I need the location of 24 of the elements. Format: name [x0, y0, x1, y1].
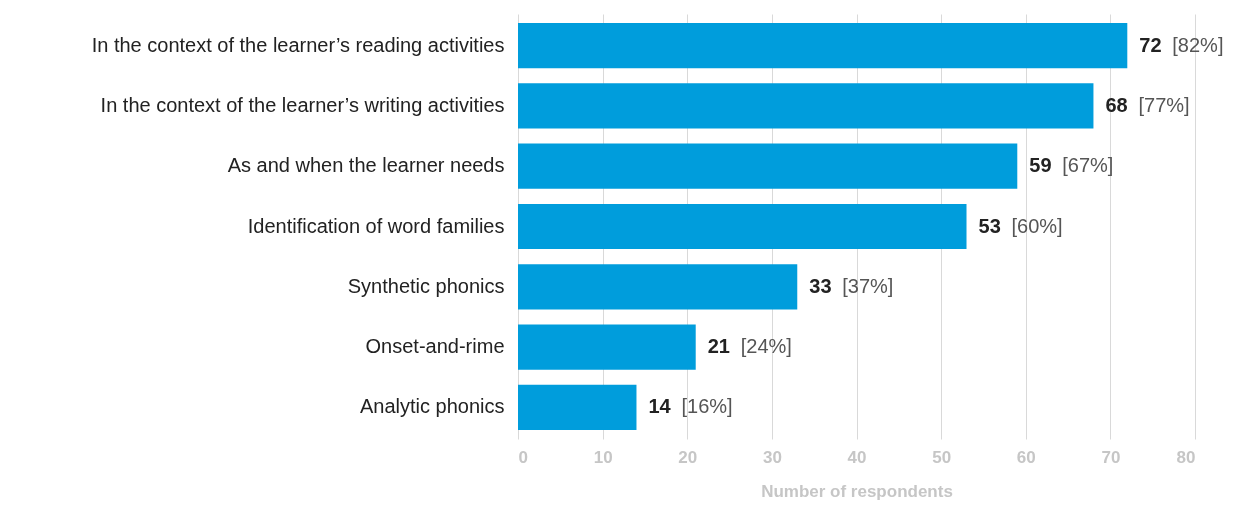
x-axis-title: Number of respondents — [761, 481, 953, 501]
data-label: 68 [77%] — [1105, 93, 1190, 116]
data-label: 14 [16%] — [648, 395, 733, 418]
data-label: 21 [24%] — [707, 335, 792, 358]
x-tick-label: 80 — [1176, 447, 1196, 467]
data-label: 33 [37%] — [809, 274, 894, 297]
y-tick-label: In the context of the learner’s writing activities — [100, 93, 505, 116]
x-tick-label: 40 — [847, 447, 867, 467]
y-tick-label: Onset-and-rime — [365, 335, 505, 358]
data-label: 53 [60%] — [978, 214, 1063, 237]
x-tick-label: 20 — [678, 447, 698, 467]
y-tick-label: Synthetic phonics — [347, 274, 505, 297]
y-tick-label: As and when the learner needs — [227, 154, 505, 177]
x-tick-label: 30 — [762, 447, 782, 467]
x-tick-label: 10 — [593, 447, 613, 467]
data-label: 72 [82%] — [1139, 33, 1224, 56]
y-tick-label: In the context of the learner’s reading activities — [91, 33, 505, 56]
x-tick-label: 50 — [932, 447, 952, 467]
y-tick-label: Analytic phonics — [359, 395, 505, 418]
x-tick-label: 70 — [1101, 447, 1121, 467]
x-tick-label: 0 — [518, 447, 528, 467]
y-tick-label: Identification of word families — [247, 214, 505, 237]
x-tick-label: 60 — [1016, 447, 1036, 467]
data-label: 59 [67%] — [1029, 154, 1114, 177]
